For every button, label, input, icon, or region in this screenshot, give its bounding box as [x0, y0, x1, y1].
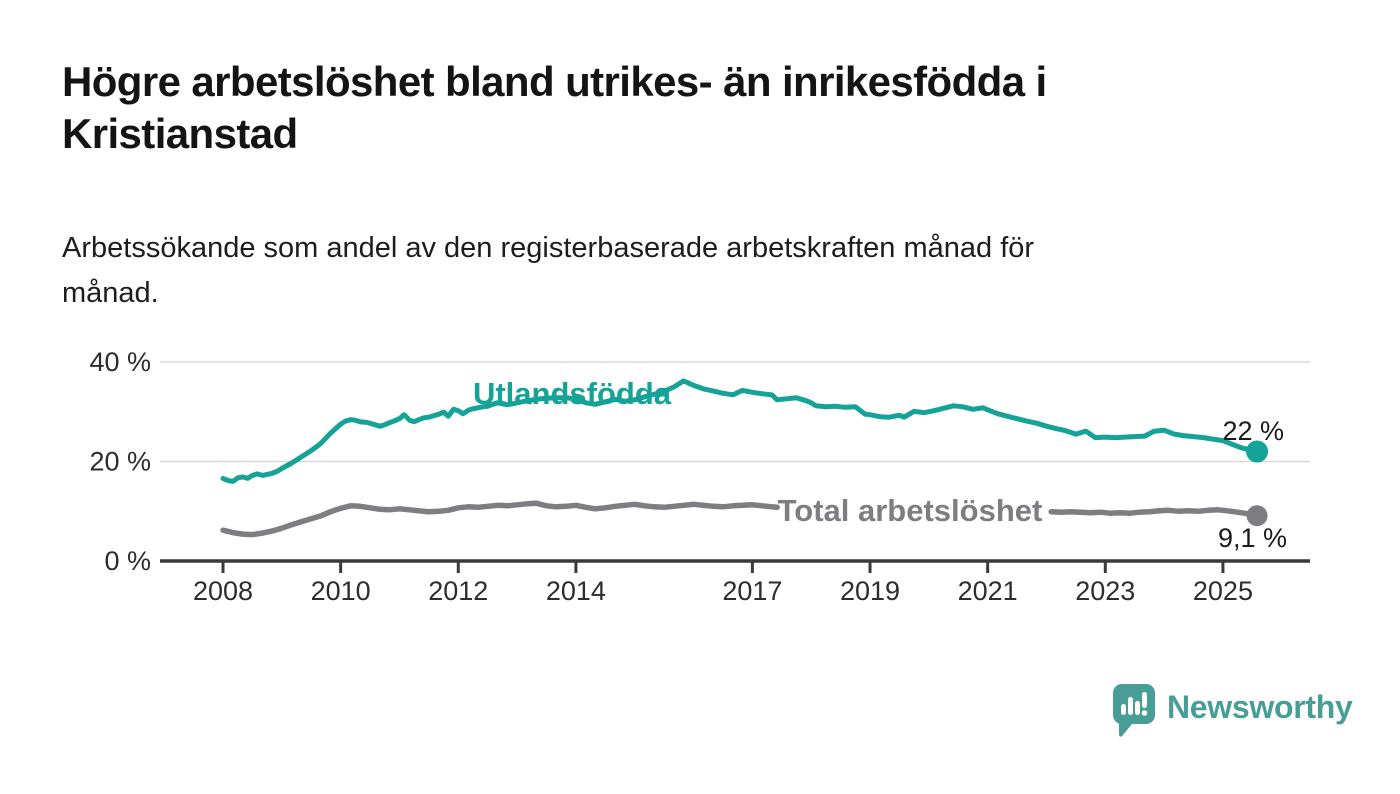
series-end-value-label-1: 9,1 % [1218, 523, 1287, 553]
series-end-dot-0 [1246, 440, 1269, 463]
series-name-label-0: Utlandsfödda [473, 376, 672, 411]
brand-footer: Newsworthy [1113, 684, 1353, 738]
series-line-1-seg-0 [220, 500, 780, 538]
series-end-value-label-0: 22 % [1222, 416, 1284, 446]
x-tick-label-2019: 2019 [840, 576, 900, 606]
x-tick-label-2014: 2014 [546, 576, 606, 606]
series-name-label-1: Total arbetslöshet [778, 493, 1043, 528]
x-tick-label-2012: 2012 [428, 576, 488, 606]
x-tick-label-2017: 2017 [722, 576, 782, 606]
chart-subtitle: Arbetssökande som andel av den registerb… [62, 232, 1035, 309]
series-line-1-seg-1 [1048, 507, 1260, 519]
y-tick-label-0: 0 % [104, 546, 151, 576]
y-tick-label-20: 20 % [89, 447, 151, 477]
series-line-0-seg-0 [220, 378, 1260, 484]
brand-name: Newsworthy [1167, 689, 1353, 725]
x-tick-label-2010: 2010 [311, 576, 371, 606]
series-end-dot-1 [1246, 505, 1268, 527]
speech-bubble-bar-chart-icon [1113, 684, 1155, 737]
x-tick-label-2021: 2021 [958, 576, 1018, 606]
x-tick-label-2008: 2008 [193, 576, 253, 606]
x-tick-label-2025: 2025 [1193, 576, 1253, 606]
x-tick-label-2023: 2023 [1075, 576, 1135, 606]
page-title: Högre arbetslöshet bland utrikes- än inr… [62, 58, 1047, 158]
y-tick-label-40: 40 % [89, 347, 151, 377]
